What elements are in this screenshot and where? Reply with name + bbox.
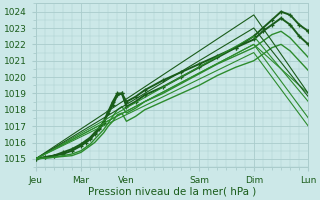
X-axis label: Pression niveau de la mer( hPa ): Pression niveau de la mer( hPa ) xyxy=(88,187,256,197)
